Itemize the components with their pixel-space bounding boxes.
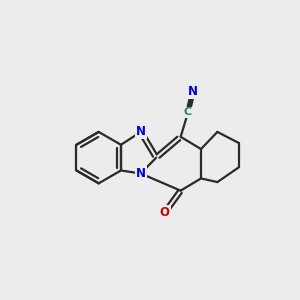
Text: C: C	[184, 107, 192, 117]
Text: N: N	[136, 167, 146, 180]
Text: N: N	[136, 125, 146, 138]
Text: N: N	[188, 85, 198, 98]
Text: O: O	[160, 206, 170, 219]
